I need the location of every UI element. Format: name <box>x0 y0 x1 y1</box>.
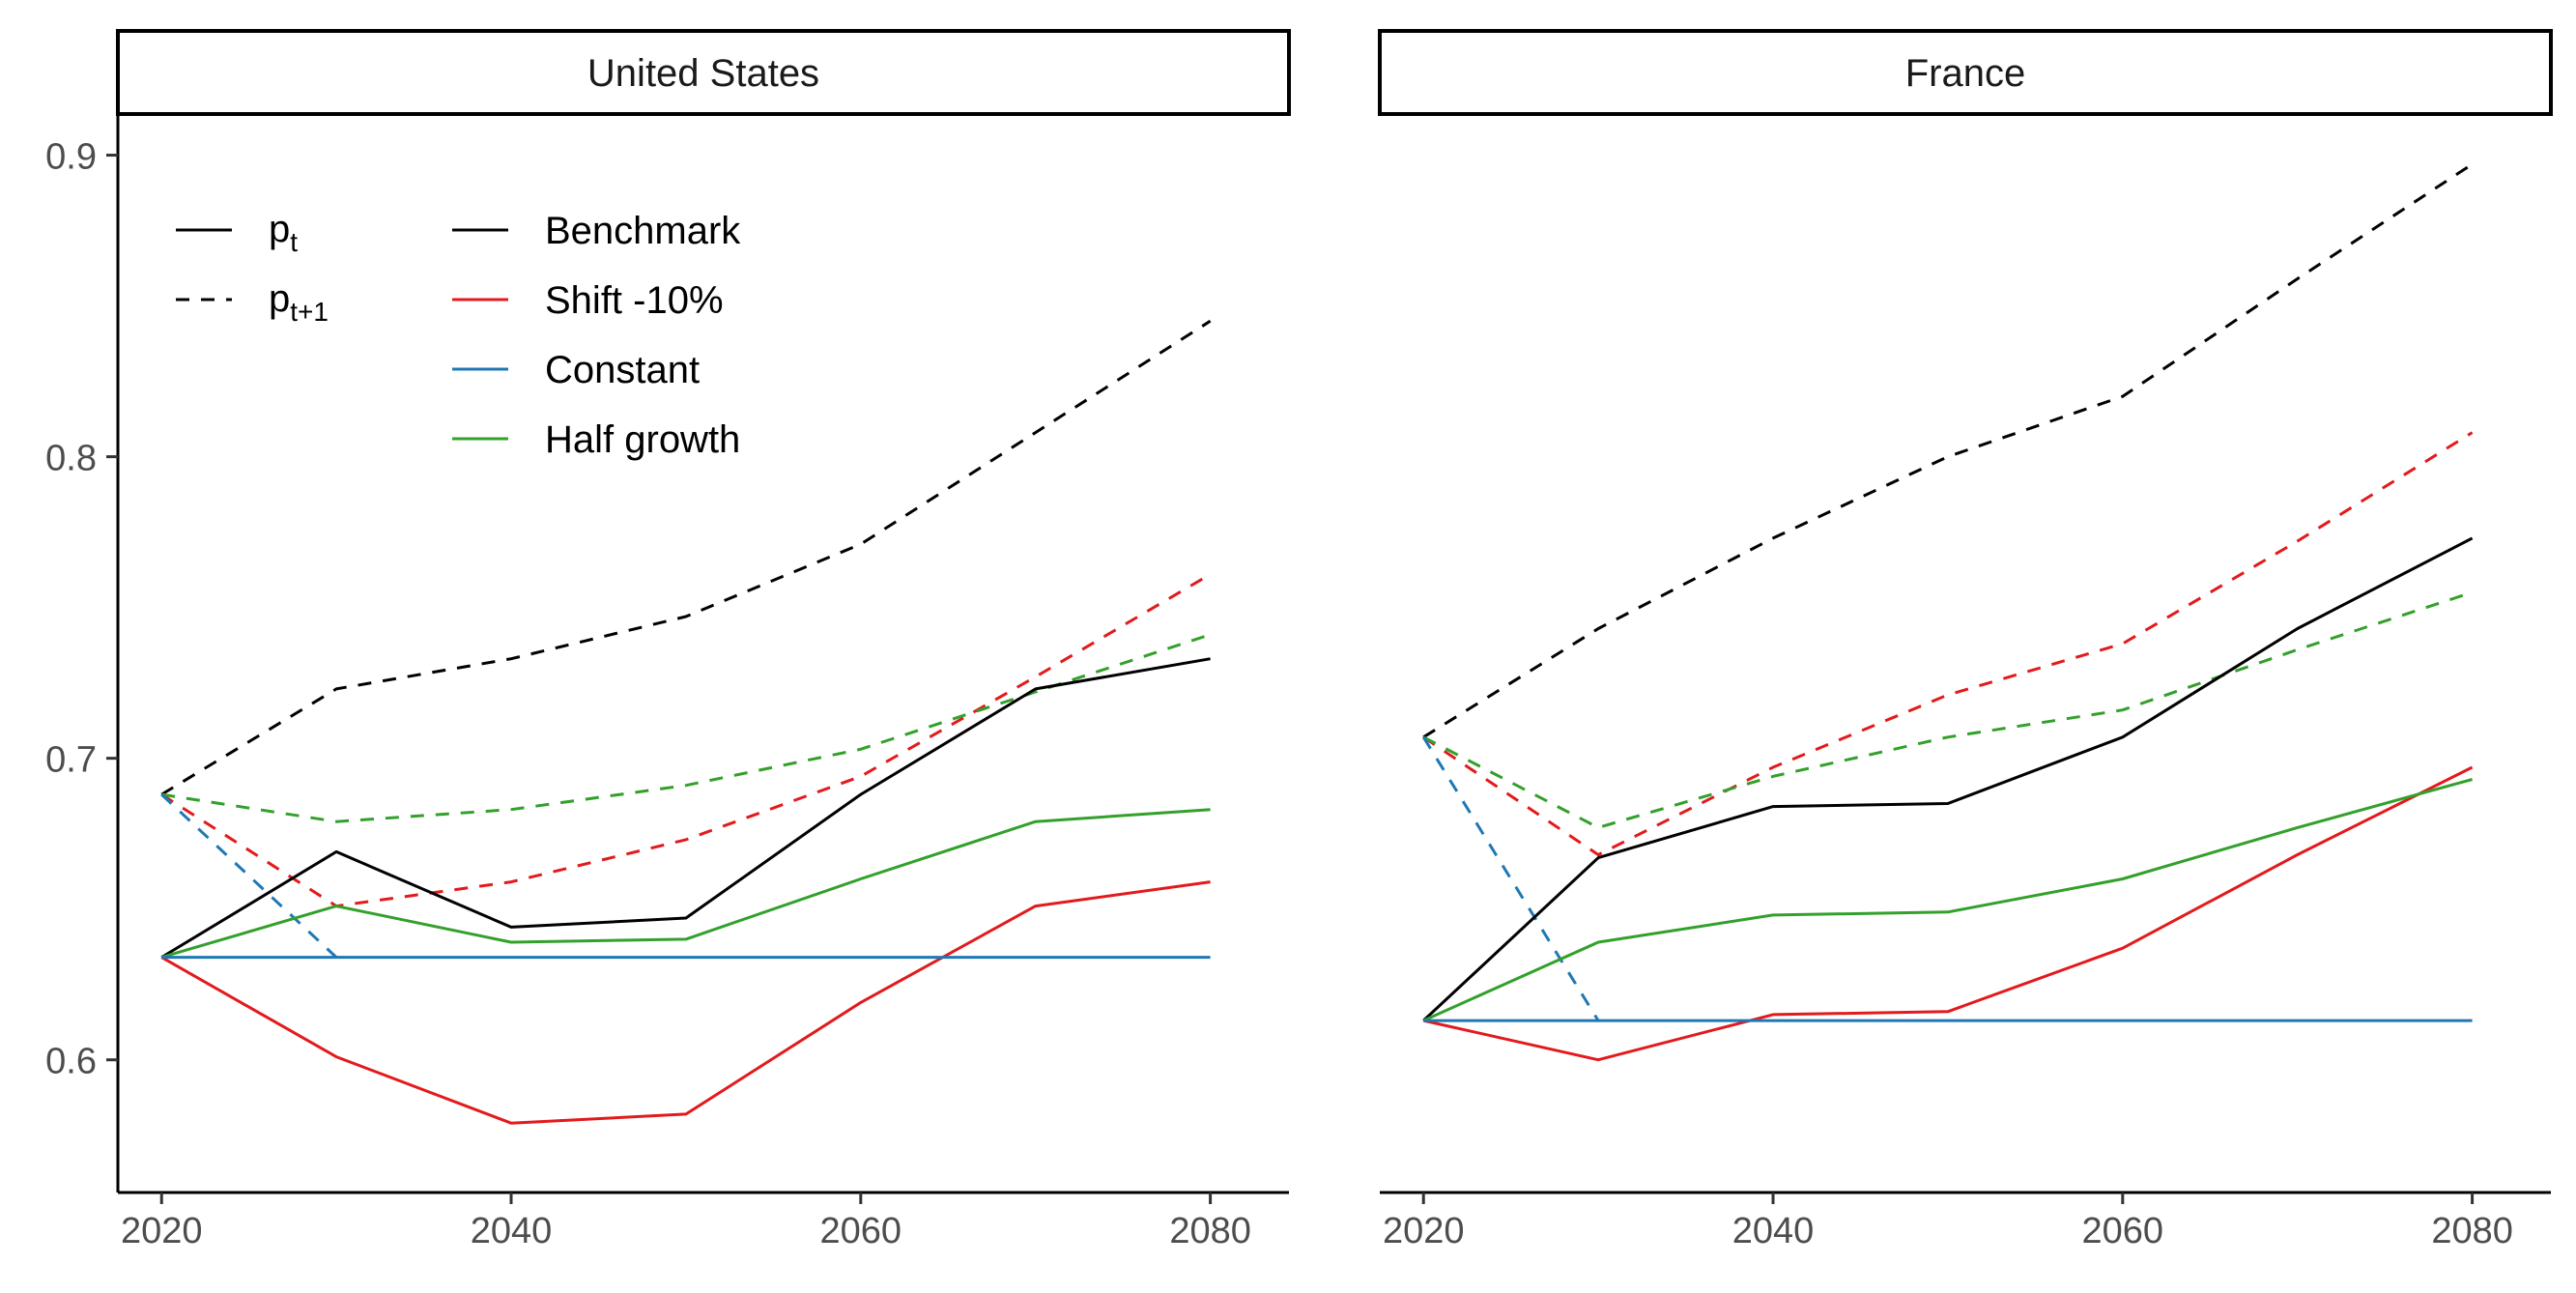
legend-label-pt: pt <box>269 208 298 257</box>
x-tick-label: 2020 <box>1383 1211 1465 1251</box>
series-line-united-states-shift-10-p-t-1 <box>160 573 1212 908</box>
facet-title-france: France <box>1905 52 2026 95</box>
series-line-france-half-growth-p-t-1 <box>1422 590 2474 829</box>
y-tick-label: 0.8 <box>45 439 97 479</box>
legend-label-constant: Constant <box>545 349 700 391</box>
x-tick-label: 2020 <box>121 1211 203 1251</box>
series-line-united-states-half-growth-p-t <box>160 808 1211 960</box>
x-tick-label: 2060 <box>2082 1211 2164 1251</box>
x-tick-label: 2040 <box>1732 1211 1815 1251</box>
series-line-united-states-shift-10-p-t <box>160 880 1211 1125</box>
facet-title-united-states: United States <box>587 52 819 95</box>
y-tick-label: 0.7 <box>45 740 97 781</box>
legend-label-benchmark: Benchmark <box>545 210 741 252</box>
series-line-france-shift-10-p-t-1 <box>1422 431 2474 856</box>
facet-strip-united-states <box>116 29 1291 116</box>
series-line-france-half-growth-p-t <box>1422 778 2473 1022</box>
x-tick-label: 2040 <box>471 1211 553 1251</box>
legend-label-ptplus1: pt+1 <box>269 277 329 327</box>
series-line-united-states-half-growth-p-t-1 <box>160 633 1212 823</box>
series-line-france-shift-10-p-t <box>1422 765 2474 1062</box>
x-tick-label: 2060 <box>820 1211 902 1251</box>
y-tick-label: 0.9 <box>45 137 97 178</box>
x-tick-label: 2080 <box>2431 1211 2513 1251</box>
y-tick-label: 0.6 <box>45 1042 97 1082</box>
series-line-united-states-benchmark-p-t <box>160 657 1211 959</box>
legend-label-shift-10: Shift -10% <box>545 279 724 322</box>
legend-label-half-growth: Half growth <box>545 418 740 461</box>
series-line-france-constant-p-t-1 <box>1421 736 1600 1021</box>
x-tick-label: 2080 <box>1169 1211 1251 1251</box>
series-line-france-benchmark-p-t-1 <box>1422 162 2474 739</box>
series-line-united-states-benchmark-p-t-1 <box>160 319 1212 796</box>
series-line-france-benchmark-p-t <box>1422 536 2474 1022</box>
facet-strip-france <box>1378 29 2553 116</box>
